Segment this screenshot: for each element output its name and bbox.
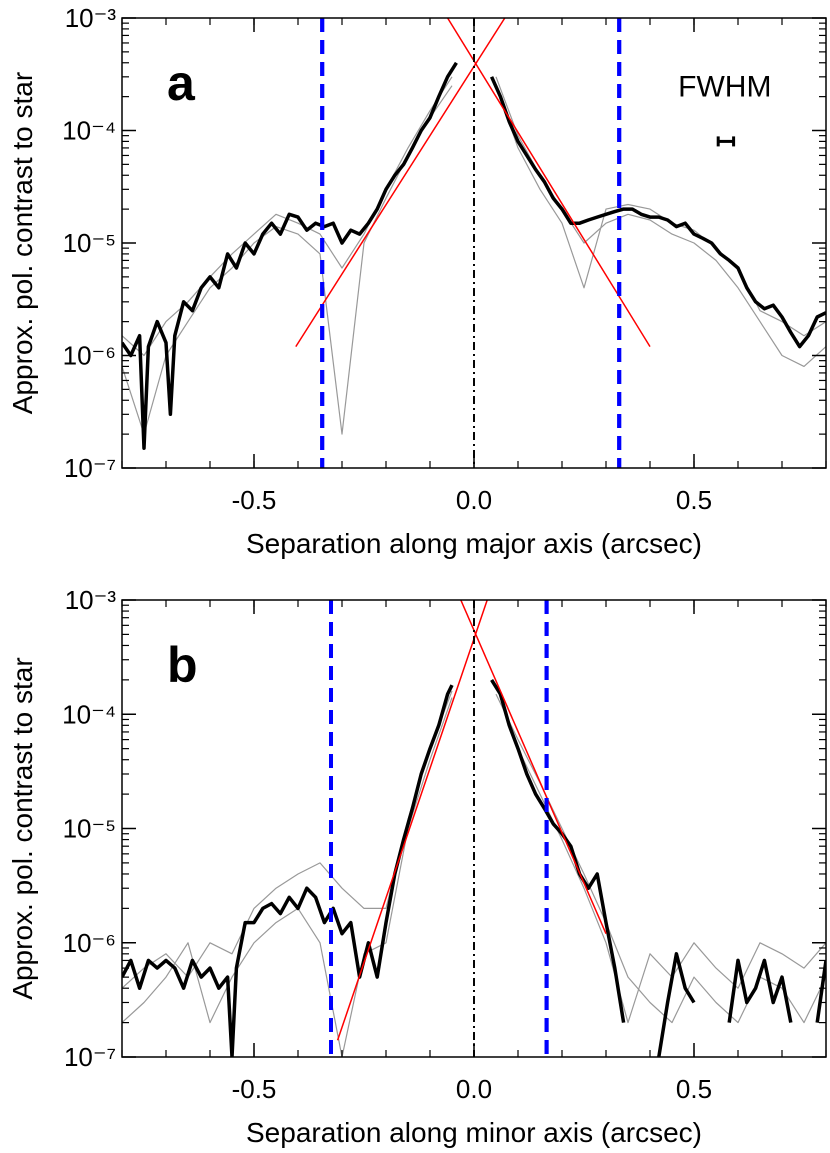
- y-tick-label: 10⁻⁴: [62, 116, 116, 146]
- panel-label: a: [167, 55, 196, 111]
- y-tick-label: 10⁻⁵: [63, 228, 116, 258]
- series-line: [336, 600, 488, 1041]
- x-tick-label: -0.5: [232, 1074, 277, 1104]
- y-tick-label: 10⁻³: [65, 3, 117, 33]
- series-line: [122, 678, 826, 1057]
- fwhm-bar: [716, 136, 736, 147]
- y-tick-label: 10⁻⁷: [64, 453, 116, 483]
- x-axis-label: Separation along minor axis (arcsec): [246, 1117, 702, 1148]
- series-line: [122, 61, 826, 450]
- panel-label: b: [167, 637, 198, 693]
- x-tick-label: -0.5: [232, 485, 277, 515]
- series-line: [295, 18, 506, 348]
- x-tick-label: 0.0: [456, 485, 492, 515]
- x-tick-label: 0.0: [456, 1074, 492, 1104]
- series-line: [460, 600, 607, 934]
- x-tick-label: 0.5: [676, 1074, 712, 1104]
- panel: 10⁻⁷ 10⁻⁶ 10⁻⁵ 10⁻⁴ 10⁻³ -0.5 0.0 0.5 Separation…: [7, 585, 827, 1148]
- y-tick-label: 10⁻⁶: [63, 341, 116, 371]
- x-tick-label: 0.5: [676, 485, 712, 515]
- y-tick-label: 10⁻⁴: [62, 699, 116, 729]
- x-axis-label: Separation along major axis (arcsec): [246, 528, 702, 559]
- y-tick-label: 10⁻⁵: [63, 814, 116, 844]
- y-tick-label: 10⁻³: [65, 585, 117, 615]
- y-tick-label: 10⁻⁷: [64, 1042, 116, 1072]
- y-tick-label: 10⁻⁶: [63, 928, 116, 958]
- y-axis-label: Approx. pol. contrast to star: [7, 657, 38, 999]
- series-line: [446, 18, 651, 347]
- plot-area: [122, 600, 826, 1057]
- annotation: FWHM: [678, 71, 771, 104]
- plot-area: [122, 18, 826, 468]
- y-axis-label: Approx. pol. contrast to star: [7, 72, 38, 414]
- panel: 10⁻⁷ 10⁻⁶ 10⁻⁵ 10⁻⁴ 10⁻³ -0.5 0.0 0.5 Separation…: [7, 3, 827, 559]
